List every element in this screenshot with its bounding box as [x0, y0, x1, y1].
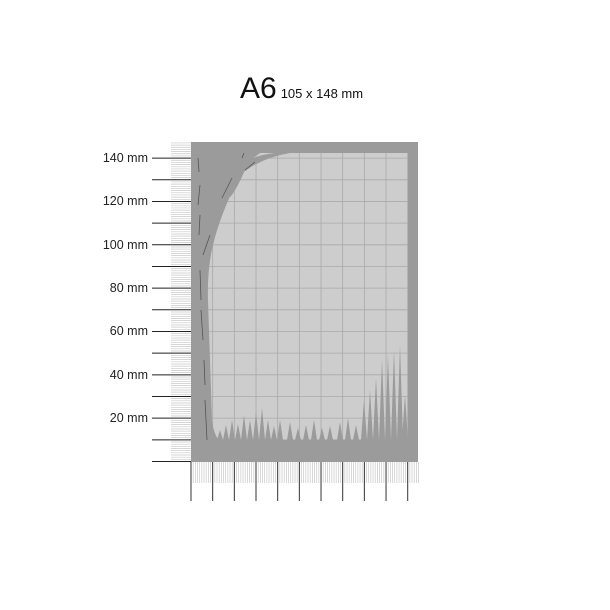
dimensions-label: 105 x 148 mm: [280, 86, 364, 101]
tree-branch-2: [240, 153, 290, 175]
y-label-100: 100 mm: [102, 238, 148, 252]
y-label-40: 40 mm: [109, 368, 148, 382]
y-label-80: 80 mm: [109, 281, 148, 295]
bark-lines: [197, 152, 256, 441]
y-label-60: 60 mm: [109, 324, 148, 338]
format-label: A6: [240, 72, 277, 105]
frame-window: [207, 153, 408, 450]
y-label-120: 120 mm: [102, 194, 148, 208]
y-label-20: 20 mm: [109, 411, 148, 425]
y-label-140: 140 mm: [102, 151, 148, 165]
tree-branch: [207, 153, 250, 220]
tree-trunk: [191, 142, 300, 450]
page-title: A6 105 x 148 mm: [240, 72, 363, 106]
ruler-hatching: [171, 142, 419, 483]
grass: [207, 345, 408, 452]
ruler-ticks: [152, 157, 409, 501]
